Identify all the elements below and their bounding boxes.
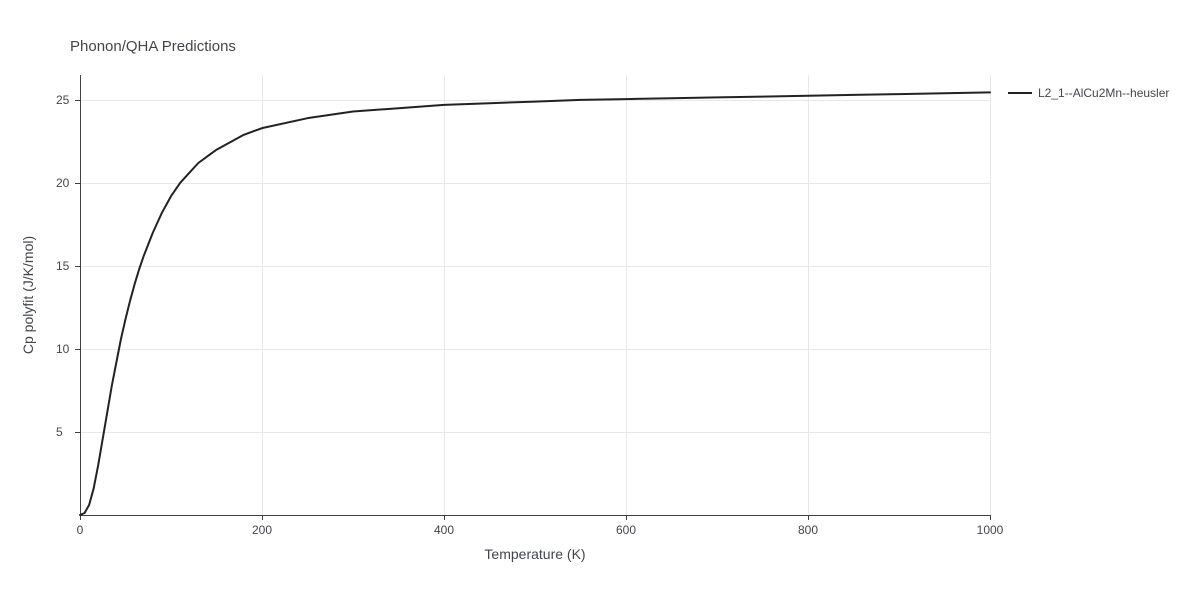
x-axis-line (80, 515, 990, 516)
curve-svg (80, 75, 990, 515)
legend-label: L2_1--AlCu2Mn--heusler (1038, 86, 1169, 100)
tick-mark-x (990, 515, 991, 520)
x-tick-label: 600 (616, 523, 636, 537)
series-line (80, 92, 990, 515)
y-axis-label: Cp polyfit (J/K/mol) (20, 236, 36, 354)
chart-title: Phonon/QHA Predictions (70, 38, 236, 55)
y-tick-label: 20 (56, 176, 69, 190)
legend: L2_1--AlCu2Mn--heusler (1008, 86, 1169, 100)
y-tick-label: 10 (56, 342, 69, 356)
y-tick-label: 5 (56, 425, 63, 439)
x-tick-label: 800 (798, 523, 818, 537)
x-tick-label: 1000 (977, 523, 1004, 537)
chart-container: Phonon/QHA Predictions Temperature (K) C… (0, 0, 1200, 600)
x-tick-label: 400 (434, 523, 454, 537)
legend-swatch (1008, 92, 1032, 94)
y-tick-label: 15 (56, 259, 69, 273)
y-tick-label: 25 (56, 93, 69, 107)
x-tick-label: 200 (252, 523, 272, 537)
x-axis-label: Temperature (K) (484, 546, 585, 562)
x-tick-label: 0 (77, 523, 84, 537)
gridline-v (990, 75, 991, 515)
